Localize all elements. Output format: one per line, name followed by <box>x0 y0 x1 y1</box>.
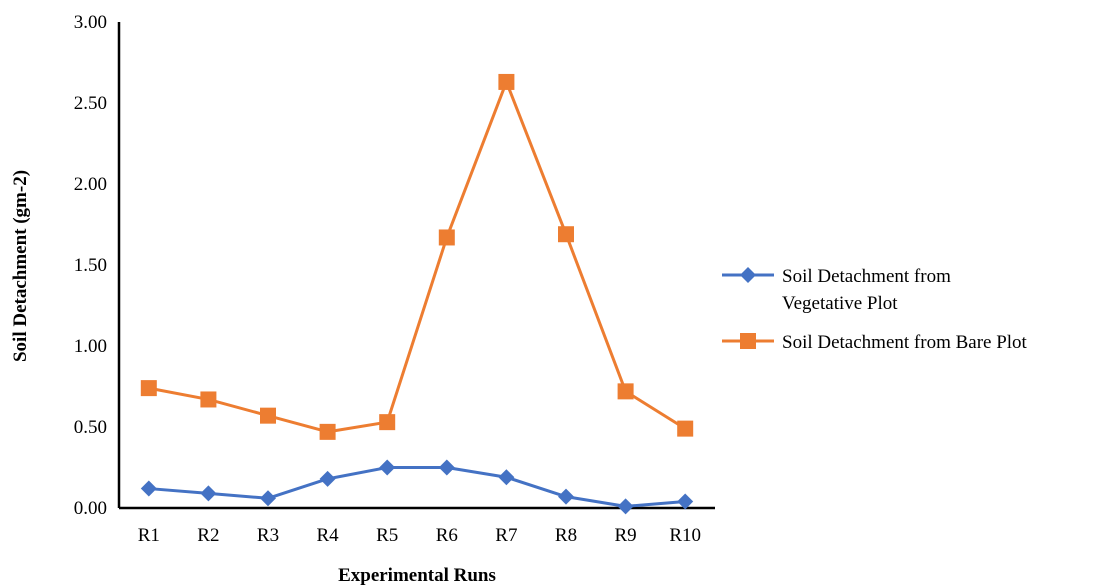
x-tick-label: R1 <box>138 525 160 546</box>
legend-item: Soil Detachment from Bare Plot <box>722 332 1028 353</box>
data-point <box>260 407 276 424</box>
y-tick-label: 1.50 <box>74 255 107 276</box>
series-layer <box>140 73 694 515</box>
series-1 <box>140 459 694 515</box>
y-tick-label: 2.00 <box>74 174 107 195</box>
x-axis-title: Experimental Runs <box>338 565 496 586</box>
x-tick-label: R9 <box>615 525 637 546</box>
y-tick-label: 0.50 <box>74 417 107 438</box>
data-point <box>558 226 574 243</box>
legend-label: Soil Detachment from Bare Plot <box>782 332 1028 353</box>
data-point <box>677 420 694 437</box>
y-tick-label: 3.00 <box>74 12 107 33</box>
data-point <box>140 380 157 397</box>
series-line <box>148 80 686 434</box>
series-2 <box>140 73 694 440</box>
x-tick-label: R10 <box>669 525 701 546</box>
x-tick-label: R6 <box>436 525 458 546</box>
data-point <box>438 459 455 476</box>
data-point <box>319 470 336 487</box>
data-point <box>617 383 634 400</box>
data-point <box>140 480 157 497</box>
data-point <box>558 488 574 505</box>
legend-label-line: Vegetative Plot <box>782 293 898 314</box>
legend-label: Soil Detachment from Vegetative Plot <box>782 266 951 314</box>
data-point <box>319 423 336 440</box>
x-tick-label: R4 <box>317 525 340 546</box>
data-point <box>498 73 515 90</box>
series-line <box>148 466 686 508</box>
data-point <box>677 493 694 510</box>
legend-label-line: Soil Detachment from <box>782 266 951 287</box>
y-tick-label: 1.00 <box>74 336 107 357</box>
x-tick-label: R3 <box>257 525 279 546</box>
legend-item: Soil Detachment from Vegetative Plot <box>722 266 951 314</box>
y-tick-label: 2.50 <box>74 93 107 114</box>
y-axis: 0.00 0.50 1.00 1.50 2.00 2.50 3.00 <box>74 12 121 519</box>
x-tick-label: R7 <box>495 525 517 546</box>
data-point <box>438 229 455 246</box>
data-point <box>379 459 396 476</box>
data-point <box>498 469 515 486</box>
legend: Soil Detachment from Vegetative PlotSoil … <box>722 266 1028 353</box>
legend-marker <box>740 333 756 349</box>
legend-marker <box>740 267 756 283</box>
data-point <box>617 498 634 515</box>
x-tick-label: R8 <box>555 525 577 546</box>
y-axis-title: Soil Detachment (gm-2) <box>10 170 31 362</box>
x-tick-label: R5 <box>376 525 398 546</box>
y-tick-label: 0.00 <box>74 498 107 519</box>
data-point <box>379 414 396 431</box>
data-point <box>200 391 217 408</box>
legend-label-line: Soil Detachment from Bare Plot <box>782 332 1028 353</box>
x-tick-label: R2 <box>197 525 219 546</box>
data-point <box>260 490 276 507</box>
x-axis: R1 R2 R3 R4 R5 R6 R7 R8 R9 R10 <box>119 506 715 546</box>
data-point <box>200 485 217 502</box>
